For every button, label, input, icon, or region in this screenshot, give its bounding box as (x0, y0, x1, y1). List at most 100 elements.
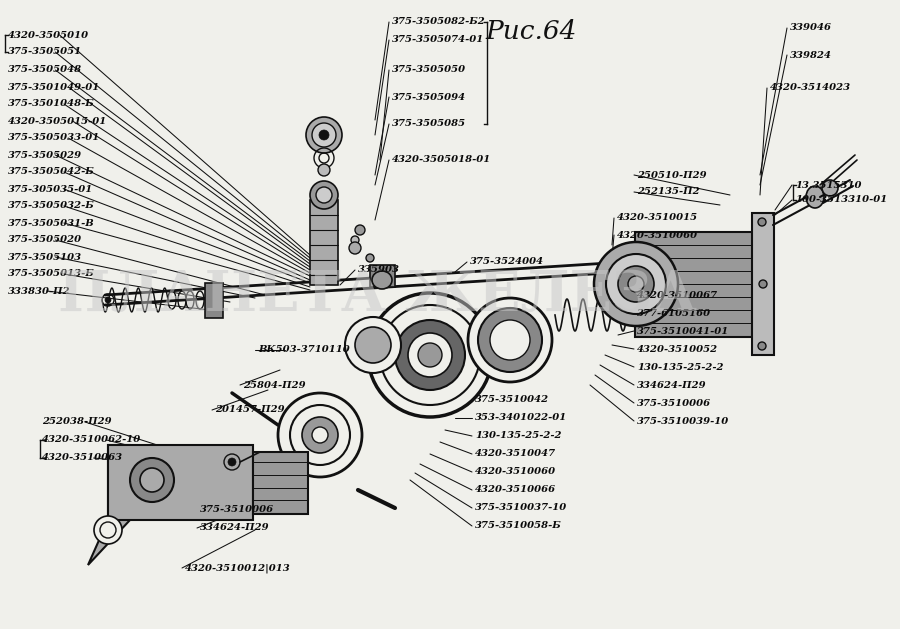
Circle shape (100, 522, 116, 538)
Circle shape (355, 327, 391, 363)
Text: ВК503-3710110: ВК503-3710110 (258, 345, 350, 355)
Text: 375-305035-01: 375-305035-01 (8, 184, 94, 194)
Circle shape (822, 180, 838, 196)
Circle shape (418, 343, 442, 367)
Circle shape (316, 187, 332, 203)
Text: 375-3501049-01: 375-3501049-01 (8, 82, 100, 91)
Text: 375-3505050: 375-3505050 (392, 65, 466, 74)
Text: 375-3510006: 375-3510006 (200, 506, 274, 515)
Circle shape (105, 297, 111, 303)
Text: 335903: 335903 (358, 265, 400, 274)
Text: 130-135-25-2-2: 130-135-25-2-2 (475, 431, 562, 440)
Circle shape (606, 254, 666, 314)
Circle shape (628, 276, 644, 292)
Text: 375-3510042: 375-3510042 (475, 396, 549, 404)
Bar (253, 452, 308, 514)
Text: 377-6105160: 377-6105160 (637, 308, 711, 318)
Circle shape (380, 305, 480, 405)
Text: 4320-3505015-01: 4320-3505015-01 (8, 116, 107, 126)
Text: 375-3505031-В: 375-3505031-В (8, 218, 94, 228)
Text: 4320-3505018-01: 4320-3505018-01 (392, 155, 491, 165)
Bar (205, 283, 223, 318)
Circle shape (345, 317, 401, 373)
Circle shape (758, 218, 766, 226)
Circle shape (349, 242, 361, 254)
Text: 339046: 339046 (790, 23, 832, 33)
Text: 375-3524004: 375-3524004 (470, 257, 544, 267)
Circle shape (318, 164, 330, 176)
Circle shape (355, 225, 365, 235)
Bar (752, 213, 774, 355)
Circle shape (408, 333, 452, 377)
Text: 375-3505085: 375-3505085 (392, 120, 466, 128)
Text: 4320-3505010: 4320-3505010 (8, 30, 89, 40)
Text: 130-135-25-2-2: 130-135-25-2-2 (637, 362, 724, 372)
Circle shape (302, 417, 338, 453)
Circle shape (758, 342, 766, 350)
Text: 4320-3510062-10: 4320-3510062-10 (42, 435, 141, 445)
Text: 4320-3510060: 4320-3510060 (475, 467, 556, 477)
Bar (370, 265, 395, 287)
Circle shape (290, 405, 350, 465)
Circle shape (278, 393, 362, 477)
Circle shape (366, 254, 374, 262)
Text: 353-3401022-01: 353-3401022-01 (475, 413, 567, 423)
Text: 375-3501048-Б: 375-3501048-Б (8, 99, 94, 108)
Text: 4320-3510066: 4320-3510066 (475, 486, 556, 494)
Text: 252038-П29: 252038-П29 (42, 418, 112, 426)
Text: ПЛАНЕТА ЖЕЛЕЗА: ПЛАНЕТА ЖЕЛЕЗА (58, 268, 698, 323)
Text: 375-3505042-Б: 375-3505042-Б (8, 167, 94, 177)
Text: 4320-3514023: 4320-3514023 (770, 84, 851, 92)
Text: 375-3510041-01: 375-3510041-01 (637, 326, 729, 335)
Circle shape (319, 130, 329, 140)
Circle shape (228, 458, 236, 466)
Circle shape (594, 242, 678, 326)
Text: 375-3505013-Б: 375-3505013-Б (8, 269, 94, 279)
Text: 100-3513310-01: 100-3513310-01 (795, 196, 887, 204)
Circle shape (351, 236, 359, 244)
Polygon shape (88, 445, 130, 565)
Text: 252135-П2: 252135-П2 (637, 187, 699, 196)
Text: 375-3505103: 375-3505103 (8, 252, 82, 262)
Circle shape (759, 280, 767, 288)
Circle shape (310, 181, 338, 209)
Text: 333830-П2: 333830-П2 (8, 286, 70, 296)
Text: 334624-П29: 334624-П29 (637, 381, 706, 389)
Ellipse shape (372, 271, 392, 289)
Bar (108, 445, 253, 520)
Circle shape (312, 427, 328, 443)
Text: 375-3505094: 375-3505094 (392, 92, 466, 101)
Text: 375-3505051: 375-3505051 (8, 48, 82, 57)
Text: 334624-П29: 334624-П29 (200, 523, 270, 533)
Circle shape (312, 123, 336, 147)
Text: 375-3510039-10: 375-3510039-10 (637, 416, 729, 425)
Text: 250510-П29: 250510-П29 (637, 170, 706, 179)
Bar (310, 200, 338, 285)
Circle shape (618, 266, 654, 302)
Text: 4320-3510067: 4320-3510067 (637, 291, 718, 299)
Text: 375-3510058-Б: 375-3510058-Б (475, 521, 562, 530)
Circle shape (368, 293, 492, 417)
Text: 201457-П29: 201457-П29 (215, 406, 284, 415)
Text: 375-3505032-Б: 375-3505032-Б (8, 201, 94, 211)
Text: 375-3505020: 375-3505020 (8, 235, 82, 245)
Text: 4320-3510015: 4320-3510015 (617, 213, 698, 223)
Text: 375-3505033-01: 375-3505033-01 (8, 133, 100, 143)
Text: 375-3505074-01: 375-3505074-01 (392, 35, 484, 45)
Ellipse shape (806, 186, 824, 208)
Text: 25804-П29: 25804-П29 (243, 381, 306, 389)
Circle shape (140, 468, 164, 492)
Text: 4320-3510047: 4320-3510047 (475, 450, 556, 459)
Circle shape (395, 320, 465, 390)
Circle shape (306, 117, 342, 153)
Bar (635, 232, 755, 337)
Text: 4320-3510060: 4320-3510060 (617, 230, 698, 240)
Text: 13.3515310: 13.3515310 (795, 181, 861, 189)
Text: 4320-3510052: 4320-3510052 (637, 345, 718, 353)
Text: 375-3505029: 375-3505029 (8, 150, 82, 160)
Circle shape (468, 298, 552, 382)
Circle shape (490, 320, 530, 360)
Text: 375-3510037-10: 375-3510037-10 (475, 503, 567, 513)
Text: 375-3510006: 375-3510006 (637, 399, 711, 408)
Circle shape (478, 308, 542, 372)
